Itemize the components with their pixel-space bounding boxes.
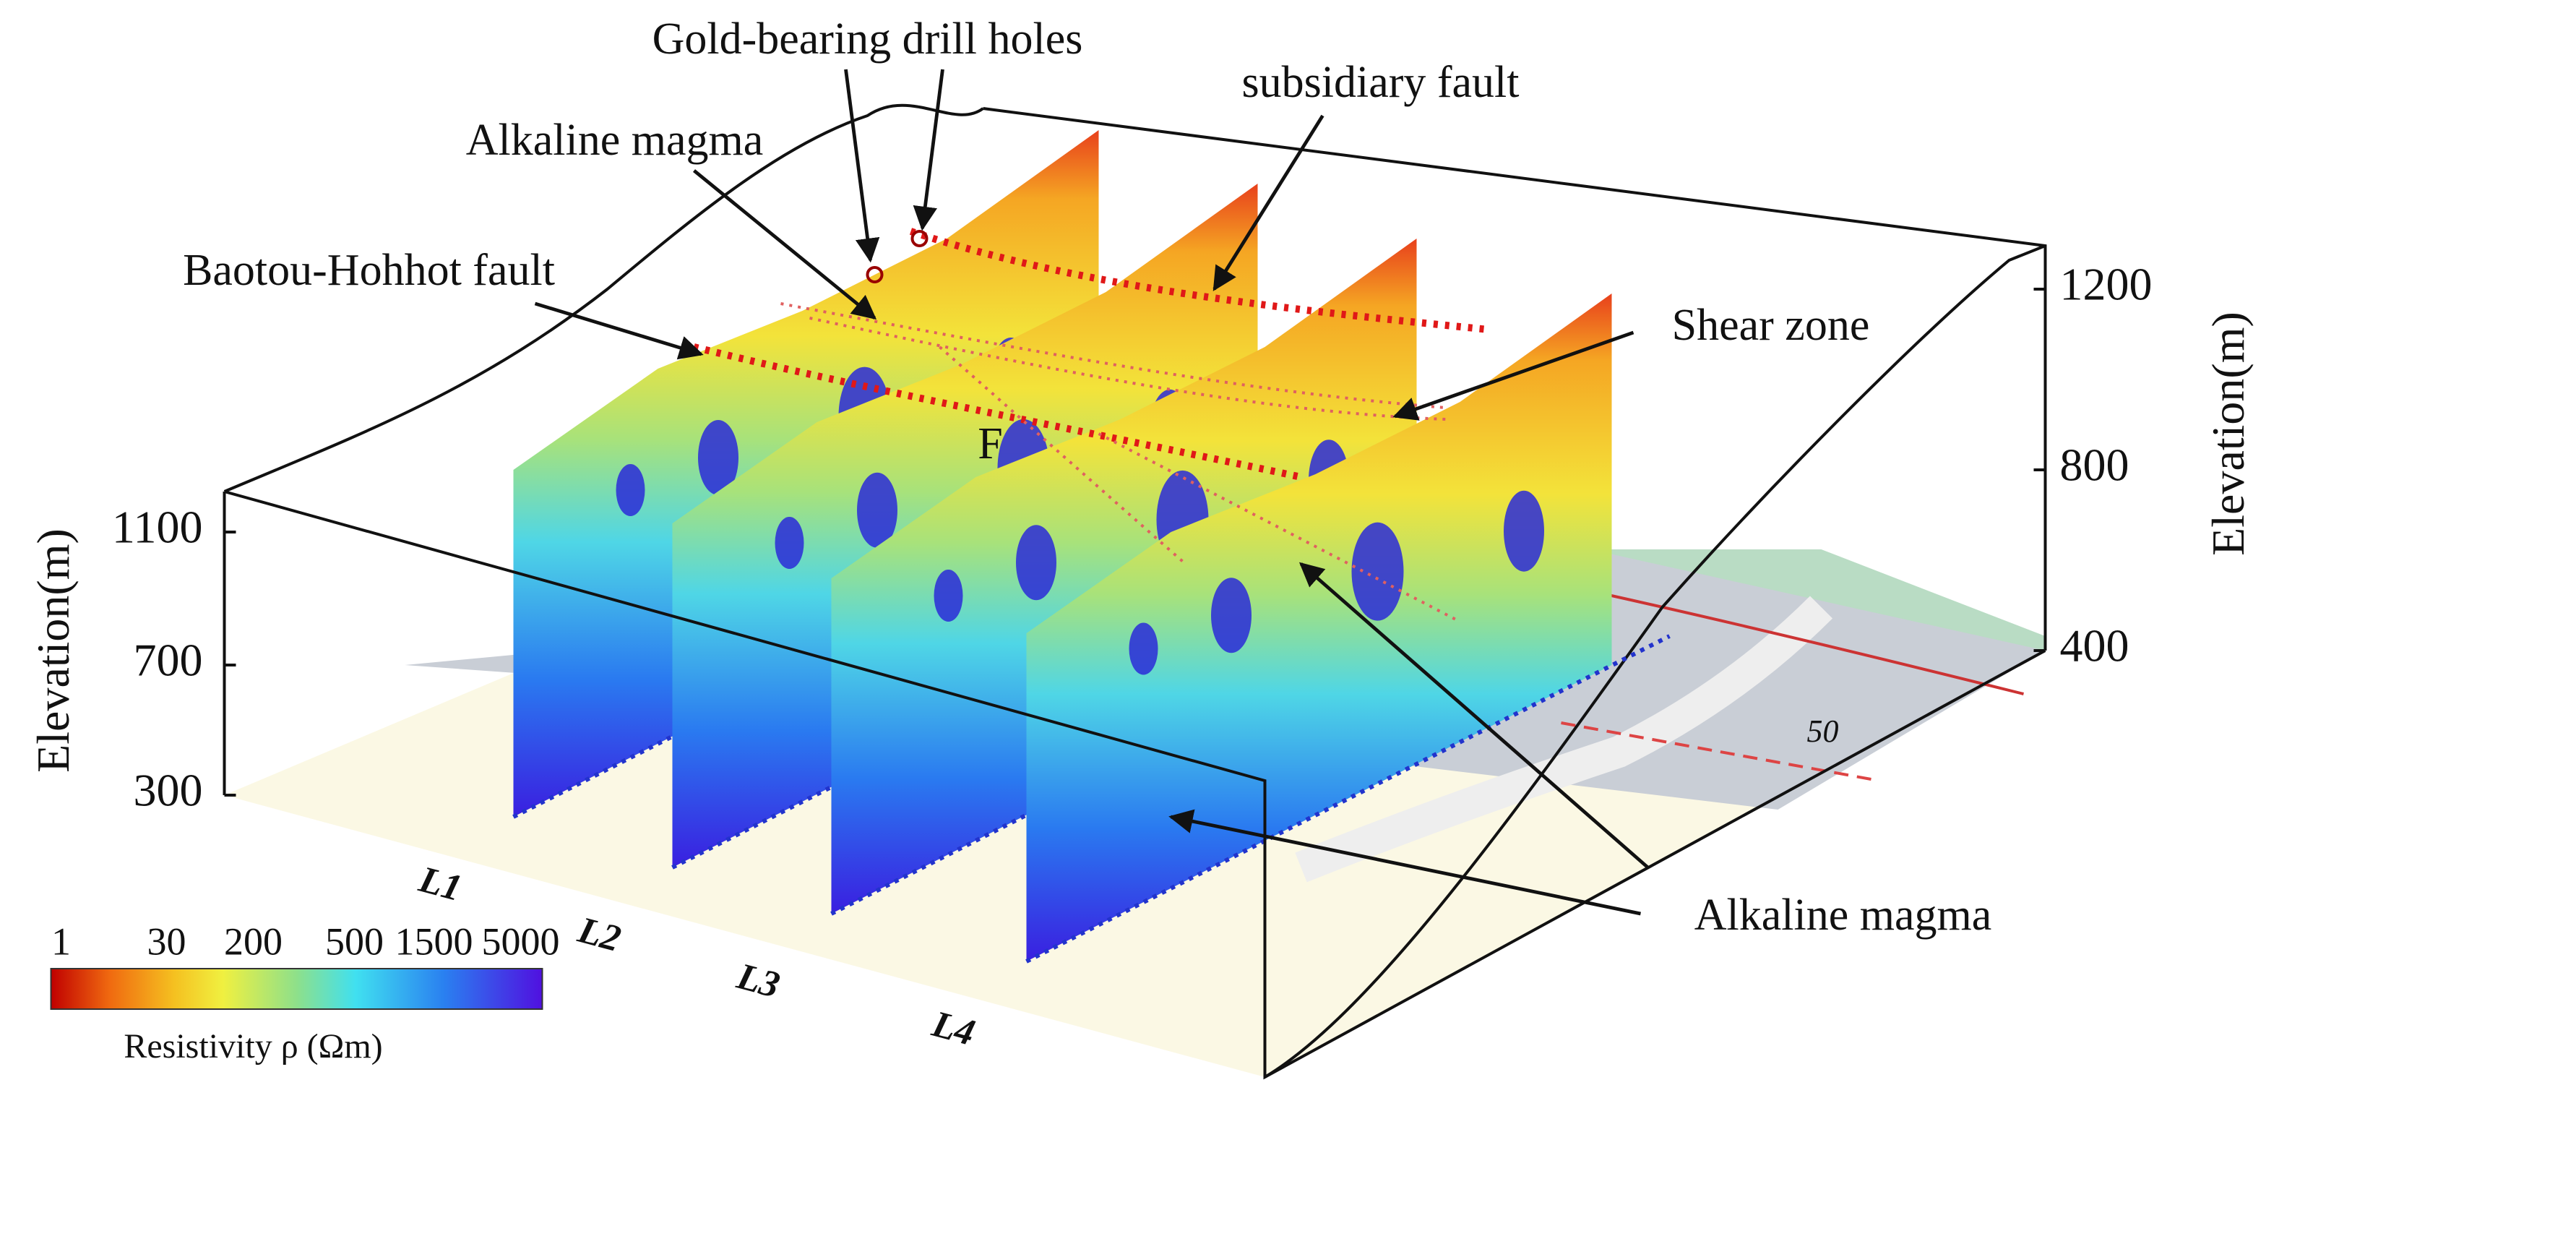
arrow: [1298, 562, 1650, 869]
resistivity-anomaly: [775, 517, 804, 569]
annotation: Gold-bearing drill holes: [652, 14, 1083, 64]
arrow: [844, 69, 880, 263]
map-label: 50: [1807, 713, 1839, 749]
annotation: subsidiary fault: [1242, 58, 1520, 107]
resistivity-anomaly: [1351, 522, 1404, 621]
annotation: Shear zone: [1672, 301, 1870, 350]
tick-label: 800: [2060, 440, 2129, 491]
arrow: [534, 301, 704, 360]
fault-line: [809, 317, 1446, 421]
tick-label: 1200: [2060, 259, 2153, 310]
colorbar-tick: 1500: [395, 919, 473, 963]
annotation: F: [978, 419, 1002, 468]
map-river: [1295, 596, 1833, 883]
terrain-line: [223, 103, 984, 493]
resistivity-anomaly: [1129, 622, 1158, 675]
arrow: [1168, 809, 1641, 916]
annotation: Alkaline magma: [466, 116, 763, 165]
resistivity-anomaly: [616, 464, 645, 516]
axis-label: Elevation(m): [2202, 312, 2254, 556]
terrain-line: [1264, 244, 2046, 1079]
resistivity-anomaly: [1211, 578, 1252, 653]
colorbar-title: Resistivity ρ (Ωm): [124, 1027, 382, 1066]
colorbar-tick: 1: [51, 919, 71, 963]
resistivity-anomaly: [1016, 525, 1056, 601]
arrow: [913, 69, 944, 231]
resistivity-anomaly: [934, 570, 963, 622]
profile-section: [1026, 293, 1612, 961]
profile-label: L4: [927, 1003, 979, 1054]
tick-label: 300: [134, 765, 203, 816]
profile-label: L1: [414, 859, 466, 909]
profile-baseline: [1025, 634, 1671, 964]
arrow: [692, 169, 877, 320]
colorbar-tick: 5000: [482, 919, 560, 963]
drill-hole: [866, 266, 884, 283]
profile-label: L2: [573, 909, 625, 960]
axis-label: Elevation(m): [27, 528, 79, 773]
resistivity-anomaly: [1504, 490, 1544, 572]
arrow: [1212, 114, 1324, 291]
map-road: [1561, 721, 1879, 782]
colorbar-tick: 30: [147, 919, 186, 963]
colorbar-tick: 500: [325, 919, 384, 963]
colorbar: [50, 968, 543, 1010]
fault-line: [939, 346, 1461, 623]
annotation: Alkaline magma: [1694, 891, 1991, 940]
resistivity-anomaly: [698, 420, 738, 495]
profile-label: L3: [732, 956, 784, 1006]
tick-label: 700: [134, 635, 203, 686]
box-edge: [223, 490, 2046, 1080]
tick-label: 400: [2060, 620, 2129, 672]
annotation: Baotou-Hohhot fault: [183, 246, 555, 295]
map-region: [1590, 549, 2046, 651]
resistivity-anomaly: [857, 472, 897, 548]
colorbar-tick: 200: [224, 919, 283, 963]
drill-hole: [910, 230, 929, 247]
tick-label: 1100: [112, 502, 203, 553]
arrow: [1392, 330, 1634, 421]
fault-line: [909, 228, 1489, 333]
